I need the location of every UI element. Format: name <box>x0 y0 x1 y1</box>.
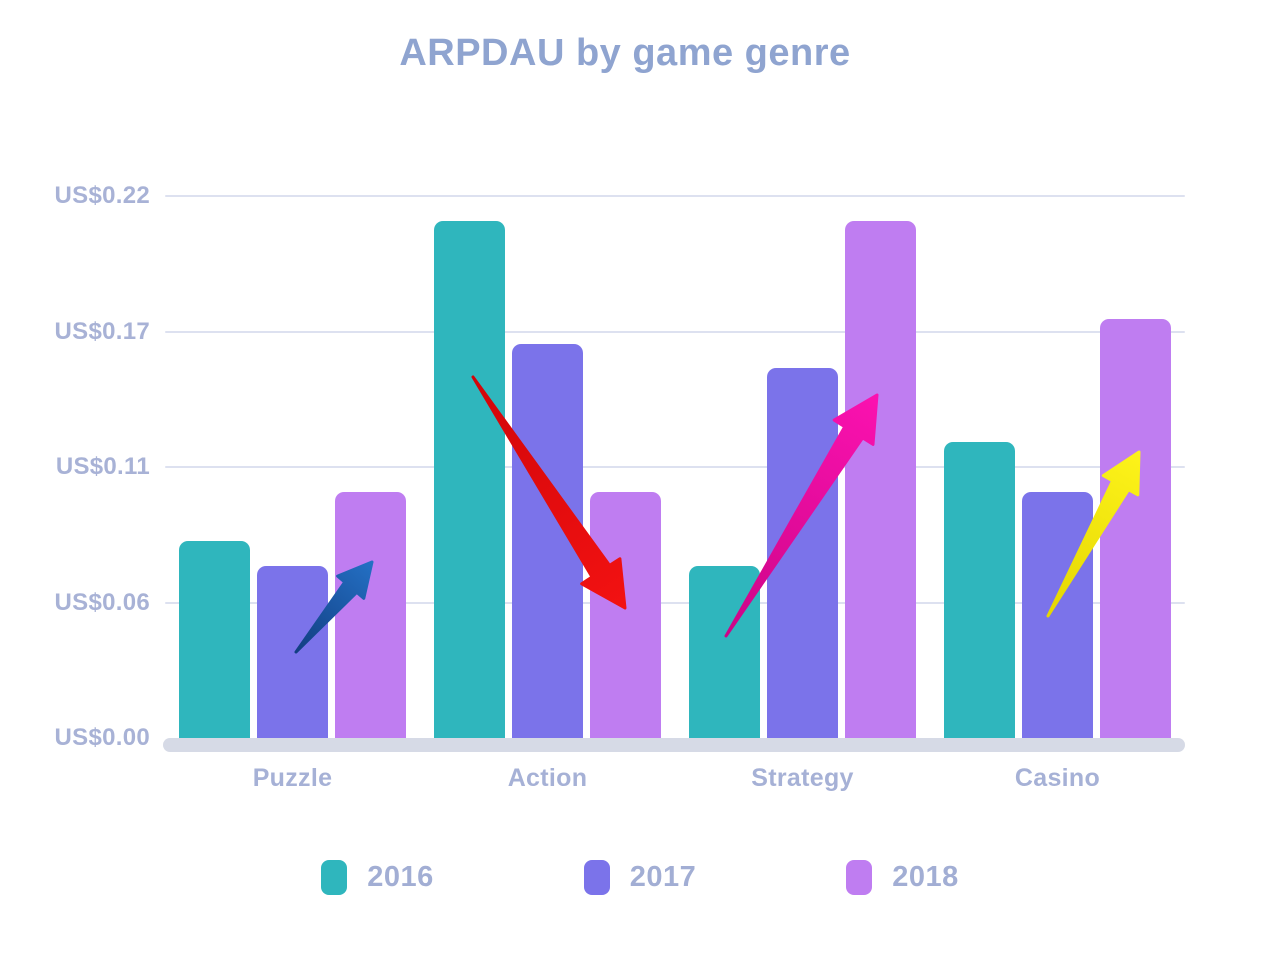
y-axis-tick-label: US$0.06 <box>54 588 150 616</box>
legend-label: 2017 <box>629 861 697 893</box>
bar-casino-2017 <box>1022 491 1093 738</box>
bar-puzzle-2016 <box>179 540 250 738</box>
x-axis-category-label: Strategy <box>751 764 854 792</box>
bar-strategy-2016 <box>689 565 760 738</box>
y-axis-tick-label: US$0.11 <box>55 453 150 480</box>
legend-swatch-icon <box>583 860 610 895</box>
bar-puzzle-2017 <box>257 565 328 738</box>
gridline <box>165 195 1185 197</box>
bar-puzzle-2018 <box>335 491 406 738</box>
bar-casino-2016 <box>944 442 1015 738</box>
x-axis-baseline <box>163 738 1185 752</box>
bar-strategy-2018 <box>845 220 916 738</box>
gridline <box>165 601 1185 604</box>
bar-casino-2018 <box>1100 319 1171 738</box>
y-axis-tick-label: US$0.22 <box>54 182 150 209</box>
x-axis-category-label: Puzzle <box>252 764 333 792</box>
legend-swatch-icon <box>846 860 873 895</box>
y-axis-tick-label: US$0.00 <box>54 724 150 751</box>
bar-action-2017 <box>512 343 583 738</box>
x-axis-category-label: Casino <box>1014 764 1101 792</box>
legend-item-2017: 2017 <box>583 860 697 895</box>
legend-item-2016: 2016 <box>321 860 434 895</box>
bar-action-2018 <box>590 491 661 738</box>
gridline <box>165 330 1185 333</box>
x-axis-category-label: Action <box>507 764 588 792</box>
legend-label: 2018 <box>892 861 959 893</box>
legend: 2016 2017 2018 <box>0 860 1280 895</box>
legend-item-2018: 2018 <box>846 860 959 895</box>
bar-strategy-2017 <box>767 368 838 738</box>
chart-title: ARPDAU by game genre <box>399 32 851 74</box>
bar-action-2016 <box>434 220 505 738</box>
y-axis-tick-label: US$0.17 <box>54 317 150 345</box>
legend-label: 2016 <box>367 861 434 893</box>
legend-swatch-icon <box>321 860 348 895</box>
gridline <box>165 466 1185 468</box>
